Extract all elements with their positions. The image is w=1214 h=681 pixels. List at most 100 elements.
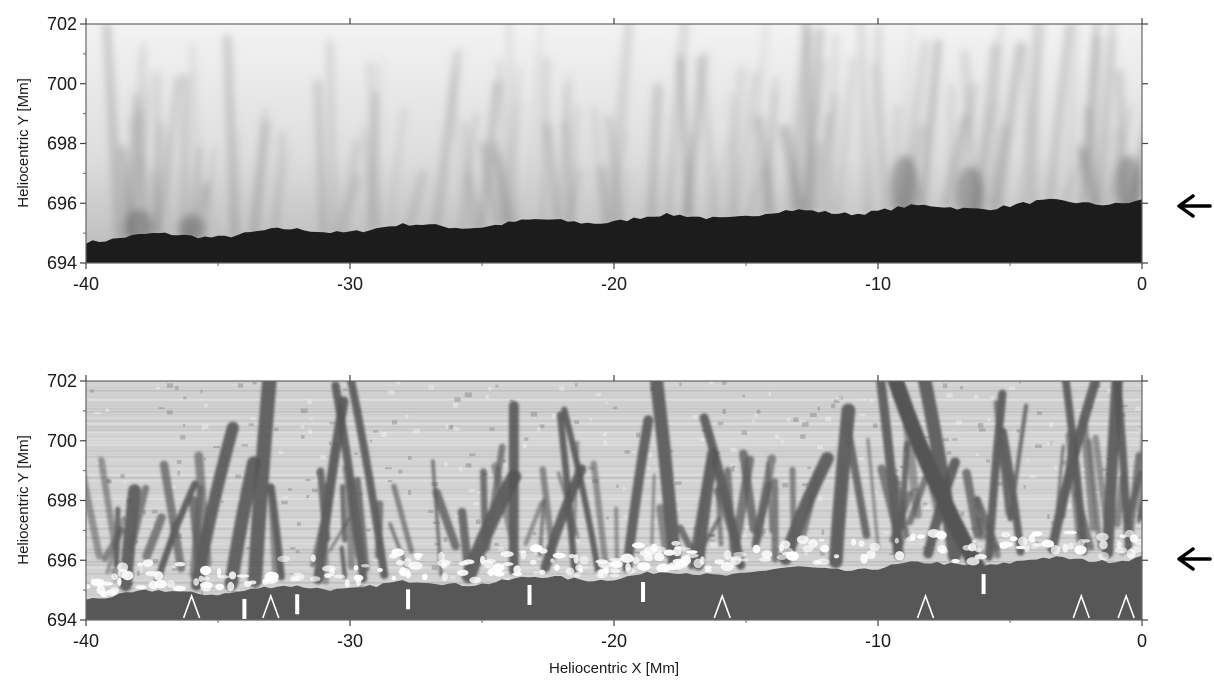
bright-point xyxy=(671,540,681,546)
bright-point xyxy=(866,550,876,560)
texture-speck xyxy=(373,430,379,433)
texture-speck xyxy=(502,463,509,467)
bright-point xyxy=(117,577,122,587)
texture-speck xyxy=(407,456,412,460)
spicule-fine xyxy=(480,468,489,543)
texture-speck xyxy=(203,458,207,461)
texture-speck xyxy=(171,485,176,490)
texture-speck xyxy=(443,537,448,542)
bright-point xyxy=(216,567,222,578)
texture-line xyxy=(86,486,1142,488)
bright-point xyxy=(469,576,481,584)
texture-speck xyxy=(802,421,809,427)
bright-point xyxy=(966,557,980,566)
texture-speck xyxy=(306,495,310,499)
bright-point xyxy=(438,551,445,562)
bright-point xyxy=(1116,540,1122,550)
bright-point xyxy=(172,585,187,592)
texture-speck xyxy=(552,413,557,419)
texture-speck xyxy=(452,402,459,408)
spicule-streak xyxy=(1062,151,1087,203)
texture-speck xyxy=(859,413,866,417)
texture-speck xyxy=(142,510,147,515)
bright-point xyxy=(264,575,279,584)
bright-point xyxy=(142,559,154,567)
bright-point xyxy=(1024,545,1030,552)
texture-speck xyxy=(300,408,308,414)
bright-point xyxy=(761,550,773,559)
spicule-streak xyxy=(102,24,123,243)
bright-point xyxy=(967,543,977,552)
bright-point xyxy=(376,567,384,573)
bright-point xyxy=(672,546,682,557)
texture-line xyxy=(86,390,1142,392)
texture-speck xyxy=(107,479,112,484)
texture-speck xyxy=(978,428,986,432)
bright-point xyxy=(1000,531,1011,538)
bright-point xyxy=(632,542,645,549)
texture-speck xyxy=(532,531,537,536)
spicule-fine xyxy=(97,456,119,549)
texture-speck xyxy=(540,424,545,428)
marker-chevron-icon xyxy=(713,593,731,619)
spicule-fine xyxy=(1092,434,1112,545)
texture-speck xyxy=(1031,544,1038,549)
texture-speck xyxy=(315,477,320,483)
texture-line xyxy=(86,393,1142,395)
bright-point xyxy=(738,558,749,562)
texture-line xyxy=(86,528,1142,530)
bright-point xyxy=(215,583,225,591)
marker-bar xyxy=(406,589,411,610)
marker-bar xyxy=(641,582,646,603)
bright-point xyxy=(595,559,608,564)
top-panel-limb xyxy=(86,198,1142,263)
texture-line xyxy=(86,501,1142,503)
x-tick-label: -20 xyxy=(601,631,627,651)
texture-speck xyxy=(498,546,504,551)
texture-speck xyxy=(1101,467,1109,472)
bright-point xyxy=(391,575,397,581)
spicule-fine xyxy=(739,449,759,534)
bright-point xyxy=(324,573,332,579)
texture-speck xyxy=(980,550,986,555)
bright-point xyxy=(894,551,905,561)
bright-point xyxy=(502,562,514,566)
texture-speck xyxy=(307,399,312,405)
spicule-fine xyxy=(166,521,175,552)
bright-point xyxy=(333,574,346,579)
texture-speck xyxy=(90,389,94,393)
texture-speck xyxy=(700,437,707,441)
bright-point xyxy=(693,558,703,569)
texture-speck xyxy=(398,469,403,474)
bright-point xyxy=(355,576,362,586)
texture-line xyxy=(86,552,1142,554)
spicule-fine xyxy=(128,484,150,552)
texture-speck xyxy=(509,399,514,402)
texture-speck xyxy=(453,427,460,431)
texture-line xyxy=(86,465,1142,467)
texture-line xyxy=(86,480,1142,482)
texture-speck xyxy=(745,526,750,530)
bright-point xyxy=(951,558,960,564)
bright-point xyxy=(905,536,915,542)
texture-line xyxy=(86,438,1142,440)
texture-speck xyxy=(297,522,301,526)
texture-speck xyxy=(820,551,825,556)
bright-point xyxy=(550,558,555,563)
spicule-streak xyxy=(677,55,692,218)
spicule-streak xyxy=(489,140,515,228)
texture-line xyxy=(86,492,1142,494)
marker-bar xyxy=(527,584,532,605)
spicule-streak xyxy=(604,114,624,226)
texture-speck xyxy=(624,450,631,454)
spicule-streak xyxy=(754,115,777,217)
texture-speck xyxy=(485,394,489,400)
bright-point xyxy=(135,585,147,590)
spicule-streak xyxy=(857,24,871,217)
texture-line xyxy=(86,462,1142,464)
y-tick-label: 694 xyxy=(47,253,77,273)
bright-point xyxy=(779,544,784,552)
spicule-fine xyxy=(789,466,797,538)
texture-speck xyxy=(444,461,448,467)
bright-point xyxy=(200,584,212,592)
